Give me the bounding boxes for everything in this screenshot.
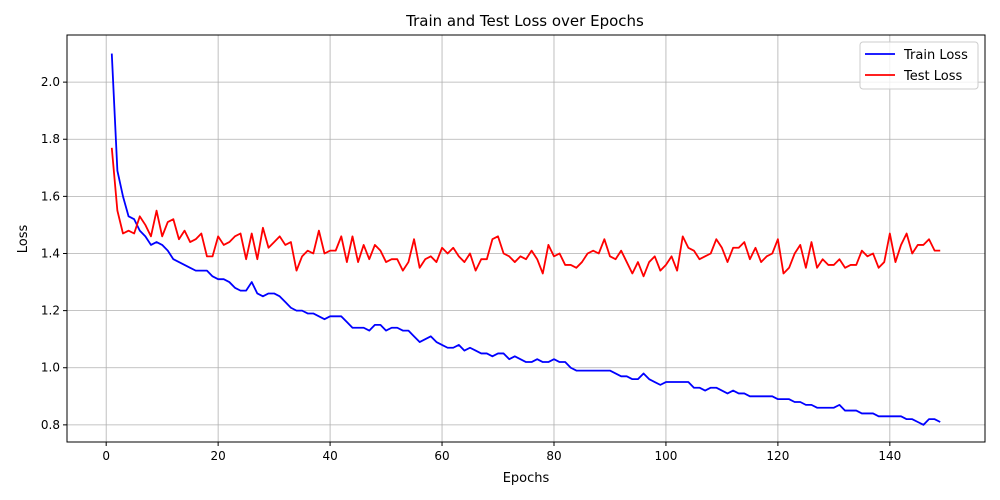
y-axis-label: Loss (16, 225, 31, 254)
x-tick-label: 0 (102, 449, 110, 463)
legend-label-test: Test Loss (903, 69, 962, 84)
chart-title: Train and Test Loss over Epochs (405, 12, 644, 30)
series-line-test-loss (110, 147, 941, 278)
series-line-train-loss (110, 53, 941, 426)
y-tick-label: 1.8 (41, 132, 60, 146)
y-tick-label: 2.0 (41, 75, 60, 89)
y-tick-label: 1.0 (41, 361, 60, 375)
y-tick-label: 1.4 (41, 246, 60, 260)
legend: Train Loss Test Loss (859, 41, 979, 90)
x-tick-label: 140 (878, 449, 901, 463)
x-axis: 0 20 40 60 80 100 120 140 (102, 442, 901, 463)
series-layer (110, 53, 941, 426)
y-tick-label: 1.6 (41, 189, 60, 203)
x-tick-label: 60 (434, 449, 449, 463)
x-tick-label: 20 (210, 449, 225, 463)
x-tick-label: 40 (322, 449, 337, 463)
grid (67, 35, 985, 442)
x-tick-label: 80 (546, 449, 561, 463)
x-tick-label: 100 (654, 449, 677, 463)
plot-frame (66, 34, 986, 443)
legend-label-train: Train Loss (903, 48, 968, 63)
x-axis-label: Epochs (503, 471, 550, 486)
y-tick-label: 1.2 (41, 304, 60, 318)
y-axis: 0.8 1.0 1.2 1.4 1.6 1.8 2.0 (41, 75, 67, 432)
y-tick-label: 0.8 (41, 418, 60, 432)
x-tick-label: 120 (766, 449, 789, 463)
